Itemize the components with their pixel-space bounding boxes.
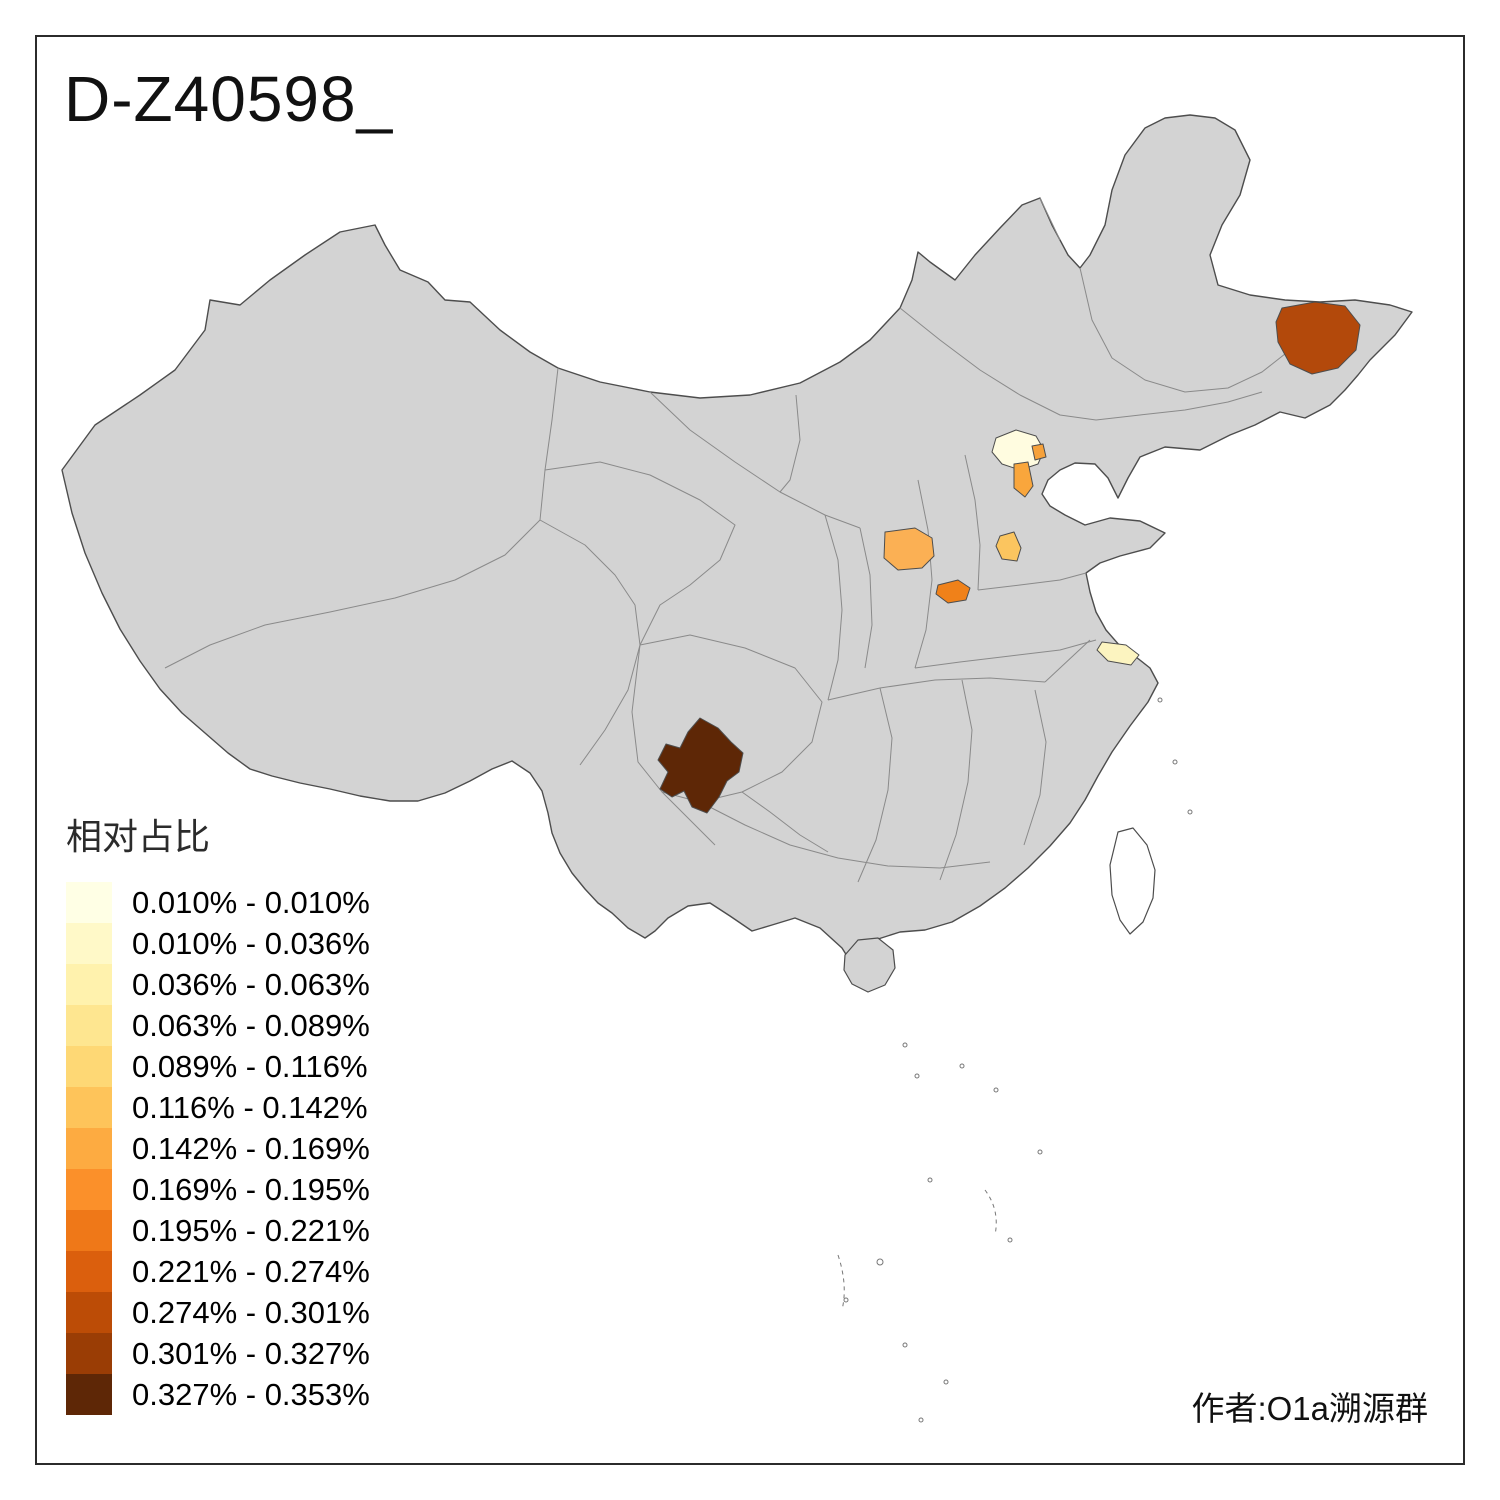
legend-label: 0.327% - 0.353% [132,1376,370,1412]
region-tianjin-area [1013,461,1034,498]
legend-label: 0.142% - 0.169% [132,1130,370,1166]
region-central-east [995,531,1022,562]
legend-row: 0.327% - 0.353% [66,1374,370,1415]
legend-swatch [66,1374,112,1415]
legend-label: 0.169% - 0.195% [132,1171,370,1207]
legend-swatch [66,1251,112,1292]
province-boundaries [164,197,1291,883]
legend-label: 0.116% - 0.142% [132,1089,368,1125]
legend-label: 0.010% - 0.036% [132,925,370,961]
legend-row: 0.274% - 0.301% [66,1292,370,1333]
legend-label: 0.195% - 0.221% [132,1212,370,1248]
plot-frame [35,35,1465,1465]
legend-swatch [66,964,112,1005]
region-southwest [657,717,744,814]
legend-row: 0.142% - 0.169% [66,1128,370,1169]
legend-swatch [66,923,112,964]
legend-swatch [66,1128,112,1169]
legend-swatch [66,1333,112,1374]
legend-label: 0.010% - 0.010% [132,884,370,920]
legend-row: 0.089% - 0.116% [66,1046,370,1087]
hainan-island [843,937,896,993]
legend-swatch [66,1292,112,1333]
legend-row: 0.010% - 0.010% [66,882,370,923]
legend-label: 0.301% - 0.327% [132,1335,370,1371]
legend-row: 0.301% - 0.327% [66,1333,370,1374]
legend: 相对占比 0.010% - 0.010% 0.010% - 0.036% 0.036… [66,808,370,1415]
legend-row: 0.116% - 0.142% [66,1087,370,1128]
region-northeast [1275,301,1361,375]
region-beijing-dot [1031,443,1047,461]
legend-label: 0.036% - 0.063% [132,966,370,1002]
legend-label: 0.221% - 0.274% [132,1253,370,1289]
legend-row: 0.169% - 0.195% [66,1169,370,1210]
plot-title: D-Z40598_ [64,63,394,135]
region-central-south [935,579,971,604]
taiwan-island [1109,827,1156,935]
region-east-coast [1096,641,1140,666]
legend-swatch [66,1169,112,1210]
legend-swatch [66,1046,112,1087]
legend-row: 0.036% - 0.063% [66,964,370,1005]
legend-label: 0.089% - 0.116% [132,1048,368,1084]
sea-islands [837,697,1193,1423]
legend-swatch [66,1087,112,1128]
attribution: 作者:O1a溯源群 [1191,1390,1428,1427]
legend-row: 0.063% - 0.089% [66,1005,370,1046]
legend-swatch [66,882,112,923]
legend-label: 0.274% - 0.301% [132,1294,370,1330]
legend-label: 0.063% - 0.089% [132,1007,370,1043]
legend-swatch [66,1005,112,1046]
region-central-west [883,527,935,571]
legend-row: 0.221% - 0.274% [66,1251,370,1292]
legend-row: 0.010% - 0.036% [66,923,370,964]
legend-swatch [66,1210,112,1251]
legend-rows: 0.010% - 0.010% 0.010% - 0.036% 0.036% - 0… [66,882,370,1415]
mainland-landmass [61,114,1413,965]
legend-row: 0.195% - 0.221% [66,1210,370,1251]
region-beijing [991,429,1045,471]
legend-title: 相对占比 [66,816,211,857]
